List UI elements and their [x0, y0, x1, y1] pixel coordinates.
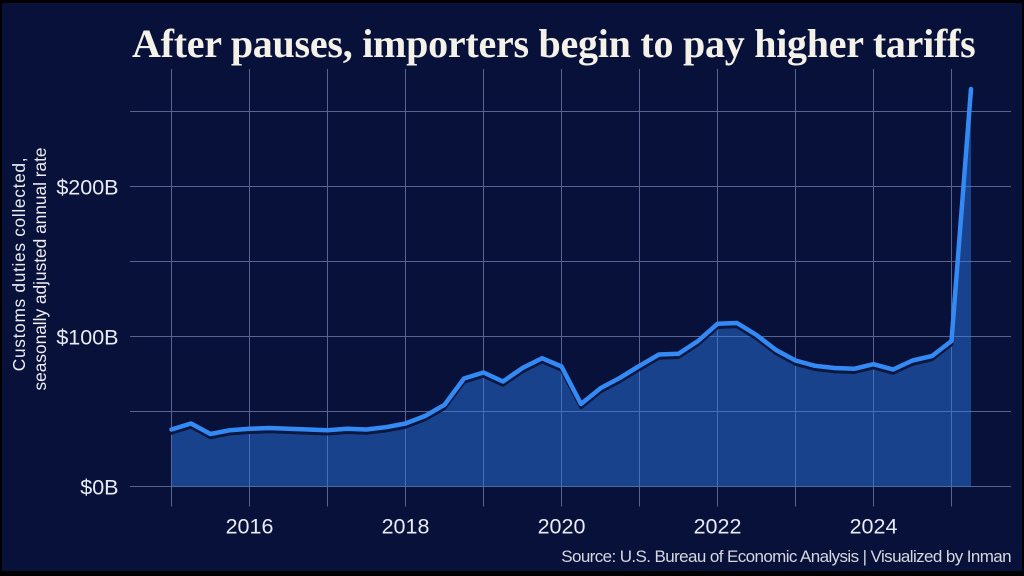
svg-text:2016: 2016 [226, 515, 274, 539]
svg-text:Source: U.S. Bureau of Economi: Source: U.S. Bureau of Economic Analysis… [561, 547, 1011, 566]
svg-text:$200B: $200B [56, 175, 118, 199]
svg-text:Customs duties collected,: Customs duties collected, [9, 157, 29, 371]
svg-text:2024: 2024 [850, 515, 898, 539]
svg-text:2022: 2022 [694, 515, 742, 539]
svg-text:After pauses, importers begin: After pauses, importers begin to pay hig… [132, 21, 975, 66]
svg-text:$100B: $100B [56, 325, 118, 349]
svg-text:2020: 2020 [538, 515, 586, 539]
svg-text:seasonally adjusted annual rat: seasonally adjusted annual rate [30, 147, 50, 390]
svg-text:2018: 2018 [382, 515, 430, 539]
svg-text:$0B: $0B [80, 475, 118, 499]
